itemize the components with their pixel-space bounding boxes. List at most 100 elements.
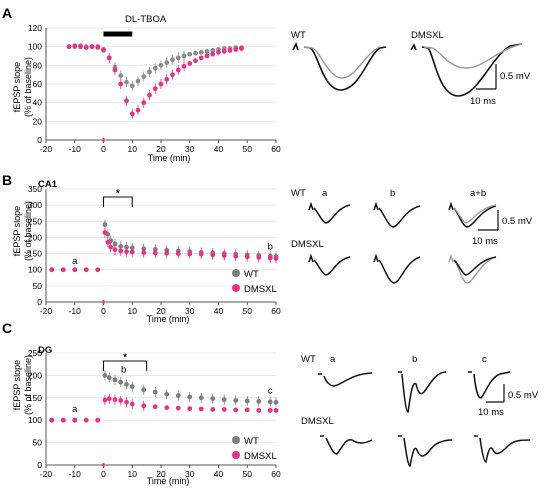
x-tick-label: 30: [185, 306, 195, 316]
x-tick-label: 40: [214, 306, 224, 316]
y-tick-label: 250: [28, 216, 42, 226]
data-point: [83, 417, 89, 423]
legend-marker-dmsxl: [232, 284, 240, 292]
data-point: [141, 403, 147, 409]
data-point: [106, 55, 112, 61]
data-point: [124, 249, 129, 255]
data-point: [49, 417, 55, 423]
data-point: [170, 72, 175, 78]
data-point: [112, 67, 118, 73]
y-tick-label: 150: [28, 249, 42, 259]
x-tick-label: 20: [156, 144, 166, 154]
region-label-ca1: CA1: [38, 179, 58, 190]
data-point: [83, 45, 89, 50]
data-point: [187, 406, 193, 411]
x-tick-label: 30: [185, 144, 195, 154]
data-point: [181, 63, 187, 69]
legend-label-wt: WT: [244, 436, 259, 447]
data-point: [239, 46, 244, 51]
trace-dmsxl-ab-gray: [448, 253, 497, 284]
trace-col-label-b: b: [412, 354, 417, 365]
data-point: [89, 44, 95, 50]
x-tick-label: 10: [128, 469, 138, 479]
y-tick-label: 20: [33, 116, 43, 126]
data-point: [164, 391, 170, 397]
y-tick-label: 200: [28, 370, 42, 380]
time-marker-label: c: [268, 385, 273, 396]
data-point: [72, 43, 78, 49]
significance-bracket: [102, 196, 133, 207]
trace-label-dmsxl: DMSXL: [411, 30, 444, 41]
trace-label-wt: WT: [291, 30, 306, 41]
x-tick-label: 10: [128, 306, 138, 316]
x-tick-label: 40: [214, 469, 224, 479]
scale-label-voltage: 0.5 mV: [500, 71, 531, 82]
legend-label-dmsxl: DMSXL: [244, 451, 277, 462]
data-point: [227, 48, 233, 53]
trace-col-label-a: a: [330, 354, 336, 365]
trace-col-label-a-plus-b: a+b: [470, 188, 486, 199]
time-marker-label: a: [72, 404, 78, 415]
trace-col-label-a: a: [322, 188, 328, 199]
data-point: [175, 67, 181, 73]
data-point: [170, 57, 175, 63]
y-tick-label: 120: [28, 23, 42, 33]
data-point: [256, 407, 262, 413]
scale-label-time: 10 ms: [478, 407, 504, 418]
trace-dmsxl-b: [373, 253, 421, 284]
region-label-dg: DG: [38, 345, 52, 356]
trace-wt-a: [318, 372, 373, 387]
trace-wt-ab-black: [448, 201, 497, 228]
data-point: [175, 55, 181, 61]
data-point: [164, 250, 170, 256]
x-tick-label: 60: [271, 469, 281, 479]
x-tick-label: 60: [271, 144, 281, 154]
data-point: [164, 76, 170, 82]
time-marker-label: a: [72, 256, 78, 267]
data-point: [102, 397, 108, 403]
data-point: [158, 62, 164, 68]
trace-wt-black: [292, 41, 387, 91]
legend-marker-dmsxl: [232, 451, 240, 459]
x-tick-label: -10: [69, 469, 82, 479]
data-point: [152, 65, 158, 71]
significance-star: *: [123, 352, 127, 363]
data-point: [101, 47, 106, 52]
legend-marker-wt: [232, 269, 240, 277]
y-tick-label: 0: [37, 135, 42, 145]
y-tick-label: 80: [33, 60, 43, 70]
y-tick-label: 0: [37, 460, 42, 470]
y-tick-label: 60: [33, 79, 43, 89]
data-point: [267, 399, 273, 405]
data-point: [181, 53, 187, 59]
x-tick-label: -10: [69, 306, 82, 316]
data-point: [129, 384, 135, 389]
data-point: [135, 78, 141, 84]
scale-label-voltage: 0.5 mV: [508, 390, 539, 401]
data-point: [256, 255, 262, 260]
trace-row-label-wt: WT: [291, 188, 306, 199]
data-point: [233, 398, 239, 403]
x-tick-label: 60: [271, 306, 281, 316]
panel-a-ylabel-1: fEPSP slope: [12, 62, 22, 112]
x-tick-label: 50: [243, 469, 253, 479]
legend-label-dmsxl: DMSXL: [244, 284, 277, 295]
panel-c-ylabel-2: (% of baseline): [23, 355, 33, 415]
panel-a-traces: WT DMSXL 0.5 mV 10 ms: [291, 30, 531, 107]
data-point: [210, 252, 216, 258]
data-point: [147, 69, 152, 75]
trace-wt-gray: [303, 46, 381, 79]
data-point: [193, 58, 198, 64]
data-point: [135, 107, 141, 113]
data-point: [118, 248, 124, 254]
data-point: [118, 379, 124, 385]
trace-wt-c: [468, 371, 511, 399]
data-point: [198, 49, 204, 55]
trace-dmsxl-a: [308, 253, 351, 276]
data-point: [221, 253, 227, 258]
data-point: [129, 83, 135, 89]
trace-dmsxl-black: [410, 43, 523, 97]
data-point: [273, 256, 279, 261]
y-tick-label: 100: [28, 42, 42, 52]
data-point: [267, 407, 273, 413]
